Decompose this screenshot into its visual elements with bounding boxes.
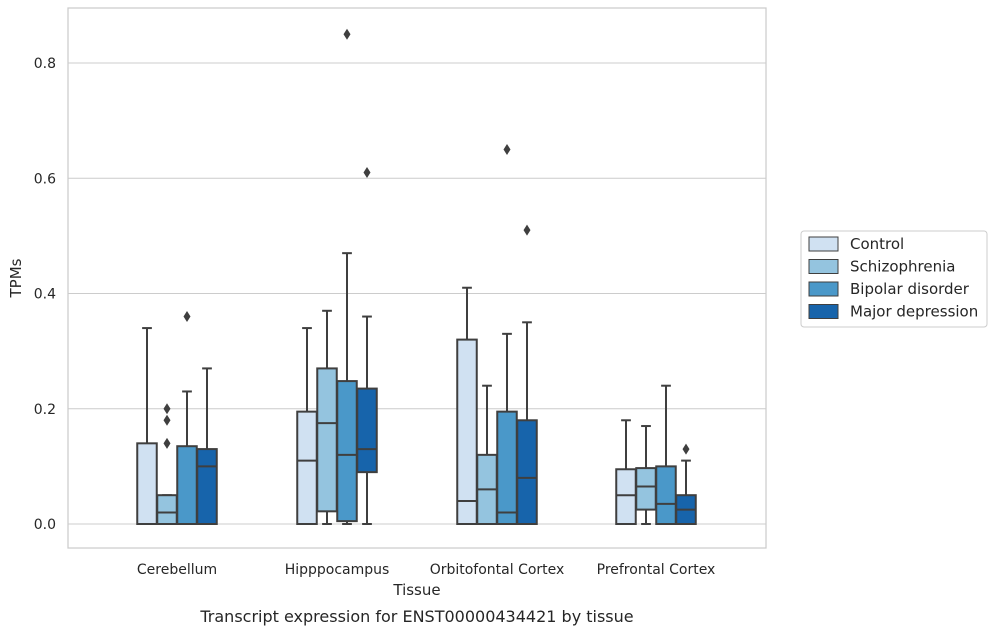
- legend-label: Bipolar disorder: [850, 280, 970, 298]
- legend-swatch: [808, 236, 839, 252]
- box-group: [655, 384, 677, 525]
- x-tick-labels: Cerebellum Hipppocampus Orbitofontal Corte…: [137, 562, 715, 578]
- y-tick-label: 0.8: [34, 56, 56, 72]
- box-group: [356, 166, 378, 525]
- box: [336, 380, 358, 523]
- y-axis-label: TPMs: [7, 258, 25, 298]
- box-group: [675, 443, 697, 525]
- box-group: [456, 286, 478, 525]
- outlier-point: [363, 166, 371, 178]
- box: [496, 410, 518, 526]
- outlier-point: [682, 443, 690, 455]
- box-group: [156, 403, 178, 525]
- plot-frame: [67, 7, 767, 549]
- outlier-point: [343, 28, 351, 40]
- box: [456, 338, 478, 525]
- outlier-point: [163, 437, 171, 449]
- x-tick-label: Prefrontal Cortex: [597, 562, 716, 578]
- legend-swatch: [808, 304, 839, 319]
- box: [635, 467, 657, 511]
- legend-swatch: [808, 281, 839, 297]
- box: [655, 465, 677, 525]
- legend-frame: [800, 230, 988, 328]
- box-group: [316, 309, 338, 525]
- box: [356, 387, 378, 474]
- legend-label: Major depression: [850, 303, 978, 321]
- y-tick-label: 0.6: [34, 171, 56, 187]
- box: [615, 468, 637, 526]
- x-tick-label: Hipppocampus: [285, 562, 390, 578]
- legend-label: Schizophrenia: [850, 258, 955, 276]
- outlier-point: [503, 143, 511, 155]
- x-tick-label: Orbitofontal Cortex: [430, 562, 565, 578]
- box-group: [615, 419, 637, 526]
- outlier-point: [183, 311, 191, 323]
- x-tick-label: Cerebellum: [137, 562, 217, 578]
- box: [296, 410, 318, 526]
- outlier-point: [163, 403, 171, 415]
- y-tick-label: 0.4: [34, 287, 56, 303]
- box: [156, 494, 178, 525]
- box-group: [136, 327, 158, 526]
- y-tick-label: 0.2: [34, 402, 56, 418]
- y-tick-label: 0.0: [34, 517, 56, 533]
- legend-swatch: [808, 259, 839, 274]
- box: [176, 445, 198, 525]
- box: [196, 448, 218, 525]
- box-group: [196, 367, 218, 525]
- box: [136, 442, 158, 526]
- box-group: [516, 224, 538, 525]
- outlier-point: [523, 224, 531, 236]
- x-axis-label: Tissue: [392, 581, 440, 599]
- outlier-point: [163, 414, 171, 426]
- chart-caption: Transcript expression for ENST0000043442…: [199, 607, 633, 626]
- box-group: [176, 311, 198, 525]
- box-groups: [136, 28, 697, 526]
- legend-label: Control: [850, 235, 904, 253]
- box: [316, 367, 338, 513]
- legend: Control Schizophrenia Bipolar disorder Majo…: [800, 230, 988, 328]
- box: [516, 419, 538, 525]
- y-tick-labels: 0.0 0.2 0.4 0.6 0.8: [34, 56, 56, 533]
